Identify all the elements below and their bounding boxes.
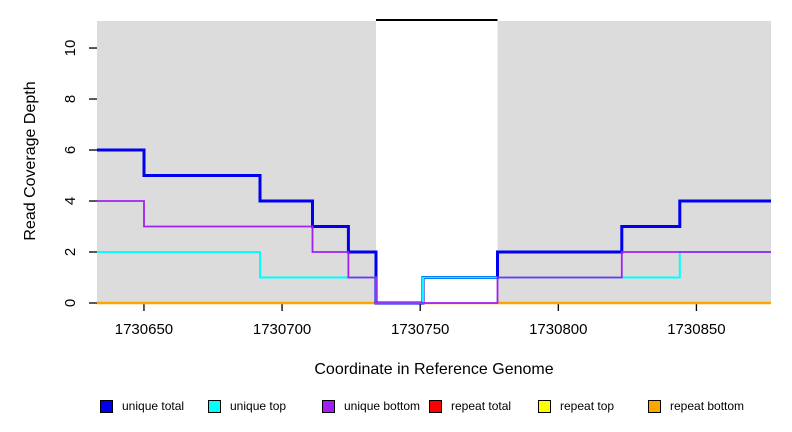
legend-item-repeat-top: repeat top xyxy=(538,399,614,413)
x-axis-title: Coordinate in Reference Genome xyxy=(314,361,554,378)
legend-item-repeat-bottom: repeat bottom xyxy=(648,399,744,413)
x-tick-label: 1730750 xyxy=(390,321,450,338)
legend-label: repeat top xyxy=(560,399,615,413)
series-line-unique-bottom xyxy=(97,200,771,304)
x-tick-label: 1730850 xyxy=(667,321,726,338)
legend-item-unique-bottom: unique bottom xyxy=(322,399,420,413)
x-tick-label: 1730800 xyxy=(529,321,588,338)
x-tick-label: 1730650 xyxy=(114,321,174,338)
legend-swatch-icon xyxy=(100,399,113,413)
legend-label: repeat total xyxy=(451,399,512,413)
highlight-region xyxy=(375,19,498,303)
legend-label: unique top xyxy=(230,399,287,413)
legend-swatch-icon xyxy=(429,399,442,413)
x-tick-label: 1730700 xyxy=(252,321,312,338)
legend-swatch-icon xyxy=(648,399,661,413)
legend-item-unique-total: unique total xyxy=(100,399,184,413)
legend-label: unique total xyxy=(122,399,185,413)
legend-item-unique-top: unique top xyxy=(208,399,286,413)
legend-swatch-icon xyxy=(538,399,551,413)
legend-item-repeat-total: repeat total xyxy=(429,399,511,413)
legend-label: repeat bottom xyxy=(670,399,745,413)
legend-swatch-icon xyxy=(322,399,335,413)
legend-label: unique bottom xyxy=(344,399,421,413)
legend-swatch-icon xyxy=(208,399,221,413)
